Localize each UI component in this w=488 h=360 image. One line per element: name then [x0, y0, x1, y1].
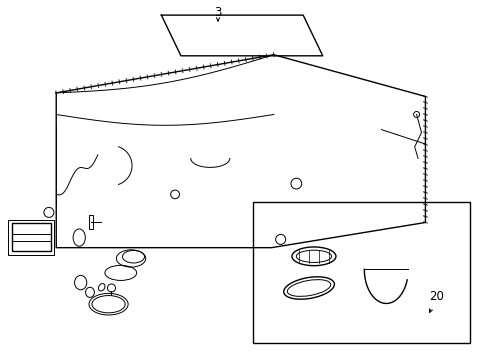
Bar: [252, 202, 469, 343]
Bar: [8, 220, 54, 255]
Text: 3: 3: [214, 5, 221, 18]
Text: 20: 20: [428, 289, 444, 302]
Bar: [89, 215, 93, 229]
Bar: [12, 223, 51, 251]
